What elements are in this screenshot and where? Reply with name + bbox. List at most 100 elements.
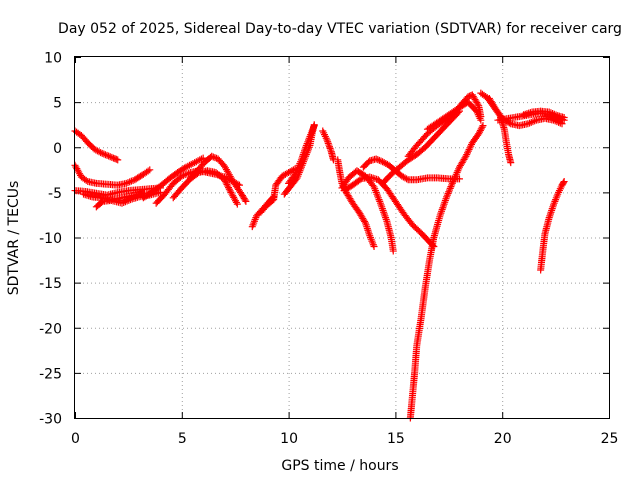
data-point [463, 151, 471, 159]
data-point [127, 177, 135, 185]
y-tick-label: -15 [39, 276, 62, 292]
x-tick-label: 25 [601, 431, 619, 447]
data-point [446, 186, 454, 194]
chart-title: Day 052 of 2025, Sidereal Day-to-day VTE… [58, 21, 622, 37]
data-point [95, 148, 103, 156]
data-point [327, 146, 335, 154]
data-point [547, 109, 555, 117]
data-point [208, 152, 216, 160]
x-tick-label: 15 [387, 431, 405, 447]
y-tick-label: -10 [39, 231, 62, 247]
data-point [556, 119, 564, 127]
data-point [374, 156, 382, 164]
data-point [548, 206, 556, 214]
data-point [122, 179, 130, 187]
data-point [112, 155, 120, 163]
data-point [125, 196, 133, 204]
data-point [323, 136, 331, 144]
data-point [98, 149, 106, 157]
plot-frame [74, 56, 610, 419]
data-point [476, 126, 484, 134]
data-point [225, 184, 233, 192]
data-point [372, 155, 380, 163]
data-point [325, 143, 333, 151]
series-track-15 [334, 156, 378, 251]
data-point [364, 226, 372, 234]
data-point [375, 156, 383, 164]
data-point [197, 155, 205, 163]
data-point [222, 179, 230, 187]
data-point [545, 214, 553, 222]
data-point [241, 196, 249, 204]
data-point [477, 116, 485, 124]
series-track-13 [285, 122, 318, 187]
series-track-27 [537, 178, 568, 274]
y-tick-label: -30 [39, 412, 62, 428]
data-point [377, 157, 385, 165]
data-point [529, 118, 537, 126]
data-series [71, 89, 568, 422]
data-point [462, 152, 470, 160]
x-axis-label: GPS time / hours [281, 458, 398, 474]
data-point [144, 167, 152, 175]
data-point [560, 113, 568, 121]
series-track-9 [186, 152, 250, 205]
data-point [223, 180, 231, 188]
series-track-1 [71, 127, 122, 164]
data-point [101, 151, 109, 159]
series-track-8 [169, 167, 241, 208]
data-point [443, 193, 451, 201]
y-tick-label: 0 [53, 141, 62, 157]
series-track-6 [139, 154, 207, 202]
data-point [224, 182, 232, 190]
y-tick-labels: 10 5 0 -5 -10 -15 -20 -25 -30 [39, 51, 62, 428]
data-point [178, 172, 186, 180]
x-tick-label: 0 [71, 431, 80, 447]
data-point [559, 179, 567, 187]
y-tick-label: -20 [39, 321, 62, 337]
data-point [549, 109, 557, 117]
data-point [555, 118, 563, 126]
y-axis-label: SDTVAR / TECUs [6, 181, 22, 296]
data-point [479, 122, 487, 130]
series-track-14 [319, 127, 337, 164]
data-point [527, 118, 535, 126]
y-tick-label: -5 [48, 186, 62, 202]
data-point [242, 197, 250, 205]
data-point [546, 212, 554, 220]
data-point [505, 119, 513, 127]
data-point [560, 178, 568, 186]
data-point [181, 171, 189, 179]
series-track-2 [71, 161, 154, 189]
data-point [474, 100, 482, 108]
data-point [550, 110, 558, 118]
data-point [146, 166, 154, 174]
data-point [477, 125, 485, 133]
data-point [443, 191, 451, 199]
data-point [478, 123, 486, 131]
series-track-22 [406, 122, 487, 422]
data-point [524, 120, 532, 128]
data-point [546, 210, 554, 218]
data-point [475, 130, 483, 138]
data-point [465, 146, 473, 154]
data-point [324, 139, 332, 147]
x-tick-label: 10 [280, 431, 298, 447]
data-point [118, 199, 126, 207]
data-point [325, 141, 333, 149]
x-tick-label: 5 [178, 431, 187, 447]
data-point [446, 184, 454, 192]
data-point [310, 122, 318, 130]
series-track-17 [340, 173, 438, 251]
data-point [221, 177, 229, 185]
data-point [467, 142, 475, 150]
data-point [361, 218, 369, 226]
data-point [448, 181, 456, 189]
series-track-24 [485, 95, 566, 130]
data-point [444, 189, 452, 197]
data-point [82, 176, 90, 184]
data-point [211, 154, 219, 162]
data-point [114, 156, 122, 164]
data-point [120, 198, 128, 206]
series-track-19 [379, 107, 463, 187]
